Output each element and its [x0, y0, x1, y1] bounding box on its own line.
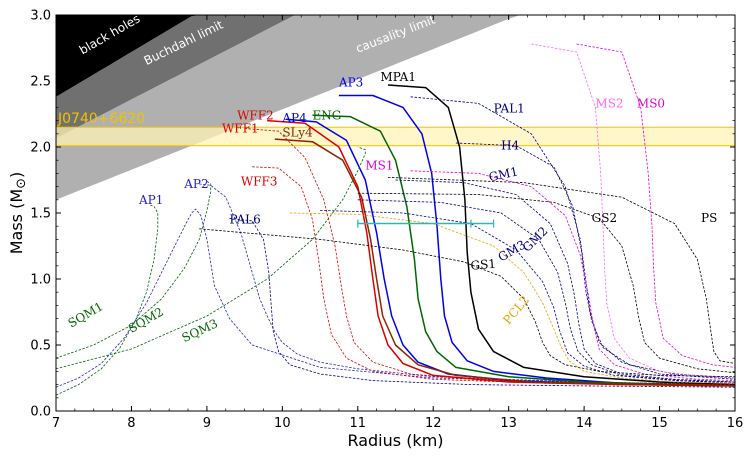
curve-sqm1	[56, 204, 159, 396]
curve-h4	[455, 142, 735, 379]
curve-pal1	[410, 96, 735, 380]
y-axis-title-close: )	[7, 172, 26, 178]
curve-mpa1	[387, 84, 735, 386]
x-tick-label-12: 12	[425, 416, 442, 431]
label-ap3: AP3	[338, 75, 363, 89]
curve-gm3	[320, 210, 735, 384]
label-mpa1: MPA1	[380, 70, 416, 84]
label-h4: H4	[501, 139, 519, 153]
x-axis-title: Radius (km)	[347, 431, 443, 450]
curve-sqm2	[56, 180, 212, 359]
j0740-band-label: J0740+6620	[57, 111, 145, 127]
curve-gm2	[357, 199, 735, 383]
label-sqm1: SQM1	[66, 299, 106, 330]
buchdahl-region	[56, 15, 735, 139]
label-sqm3: SQM3	[180, 316, 220, 345]
label-sqm2: SQM2	[126, 305, 166, 336]
curve-wff3	[252, 166, 735, 387]
curve-gm1	[395, 179, 735, 383]
label-ms2: MS2	[595, 96, 623, 110]
label-wff2: WFF2	[237, 108, 274, 122]
curve-gs1	[199, 228, 735, 378]
y-axis-title-text: Mass (M	[7, 189, 26, 254]
y-tick-label-1.5: 1.5	[30, 207, 51, 222]
y-tick-label-2.5: 2.5	[30, 75, 51, 90]
curve-ms2	[531, 43, 735, 379]
curve-eng	[312, 114, 735, 387]
label-gm3: GM3	[496, 238, 529, 265]
label-gm1: GM1	[488, 164, 520, 184]
y-tick-label-1.0: 1.0	[30, 273, 51, 288]
label-ap1: AP1	[138, 193, 163, 207]
curve-pcl2	[289, 212, 735, 384]
curve-ms1	[410, 170, 735, 381]
label-pal6: PAL6	[230, 213, 261, 227]
curve-sqm3	[56, 146, 366, 370]
causality-region	[56, 15, 735, 200]
label-pal1: PAL1	[494, 102, 525, 116]
x-tick-label-9: 9	[203, 416, 211, 431]
label-gs2: GS2	[592, 211, 617, 225]
y-tick-label-3.0: 3.0	[30, 9, 51, 24]
x-tick-label-10: 10	[274, 416, 291, 431]
curve-ap3	[338, 94, 735, 387]
label-sly4: SLy4	[282, 125, 313, 139]
x-tick-label-15: 15	[651, 416, 668, 431]
label-pcl2: PCL2	[500, 293, 532, 327]
x-tick-label-16: 16	[727, 416, 744, 431]
curve-gs2	[357, 192, 735, 374]
curve-sly4	[274, 138, 735, 387]
y-tick-label-2.0: 2.0	[30, 141, 51, 156]
label-ap2: AP2	[183, 177, 208, 191]
label-wff3: WFF3	[241, 174, 278, 188]
curve-ms0	[576, 43, 735, 368]
curve-pal6	[229, 217, 735, 388]
y-axis-title: Mass (M⊙)	[7, 172, 29, 255]
label-eng: ENG	[313, 108, 342, 122]
label-ms1: MS1	[365, 158, 393, 172]
x-tick-label-11: 11	[350, 416, 367, 431]
j0740-band-rect	[55, 126, 736, 147]
excluded-regions: black holes Buchdahl limit causality limit	[56, 15, 735, 200]
radius-measurement	[357, 219, 495, 228]
label-ms0: MS0	[637, 96, 665, 110]
y-tick-label-0.5: 0.5	[30, 339, 51, 354]
y-tick-label-0.0: 0.0	[30, 405, 51, 420]
curve-ap2	[199, 183, 735, 385]
j0740-mass-band: J0740+6620	[55, 111, 736, 147]
label-ap4: AP4	[281, 111, 307, 125]
x-tick-label-8: 8	[127, 416, 135, 431]
label-gs1: GS1	[470, 257, 497, 273]
black-holes-region	[56, 15, 735, 97]
label-wff1: WFF1	[222, 121, 259, 135]
x-tick-label-13: 13	[500, 416, 517, 431]
curve-ap1	[56, 208, 735, 388]
curve-wff1	[244, 128, 735, 385]
axes: 7 8 9 10 11 12 13 14 15 16 0.0 0.5 1.0 1.5 2.0 2.5 3.0	[30, 9, 743, 432]
label-ps: PS	[701, 211, 717, 225]
x-tick-label-14: 14	[576, 416, 593, 431]
x-tick-label-7: 7	[52, 416, 60, 431]
curve-ps	[387, 177, 735, 364]
eos-curves	[56, 43, 735, 396]
y-axis-title-group: Mass (M⊙)	[7, 172, 29, 255]
sun-symbol: ⊙	[14, 178, 29, 189]
